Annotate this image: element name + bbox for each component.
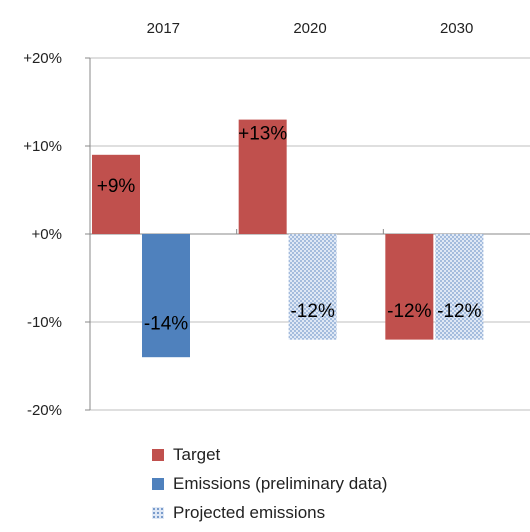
data-label: -12% [387,301,431,322]
data-label: +9% [97,176,136,197]
legend: Target Emissions (preliminary data) Proj… [152,440,387,527]
bar-0-1 [238,119,287,234]
y-tick-label: +10% [23,138,62,155]
x-category-label: 2020 [293,20,326,37]
y-tick-label: +20% [23,50,62,67]
bars [92,119,484,358]
bar-0-2 [385,234,434,340]
y-tick-label: -20% [27,402,62,419]
legend-label-emissions: Emissions (preliminary data) [173,473,388,493]
legend-item-projected: Projected emissions [152,498,387,527]
data-label: -12% [290,301,334,322]
x-category-label: 2030 [440,20,473,37]
legend-swatch-emissions [152,477,164,490]
legend-swatch-projected [152,506,164,519]
legend-item-target: Target [152,440,387,469]
bar-0-0 [92,154,140,234]
data-label: +13% [238,124,287,145]
legend-item-emissions: Emissions (preliminary data) [152,469,387,498]
x-category-label: 2017 [147,20,180,37]
bar-chart: +20%+10%+0%-10%-20%2017 2020 2030 +9%-14%+… [23,20,530,419]
legend-label-projected: Projected emissions [173,502,326,522]
data-labels: +9% -14% +13% -12% -12% -12% [97,124,482,335]
legend-label-target: Target [173,444,221,464]
y-tick-label: +0% [32,226,62,243]
legend-swatch-target [152,448,164,461]
bar-1-0 [142,234,190,358]
bar-2-2 [435,234,484,340]
bar-2-1 [288,234,337,340]
y-tick-label: -10% [27,314,62,331]
data-label: -14% [144,314,188,335]
data-label: -12% [437,301,481,322]
